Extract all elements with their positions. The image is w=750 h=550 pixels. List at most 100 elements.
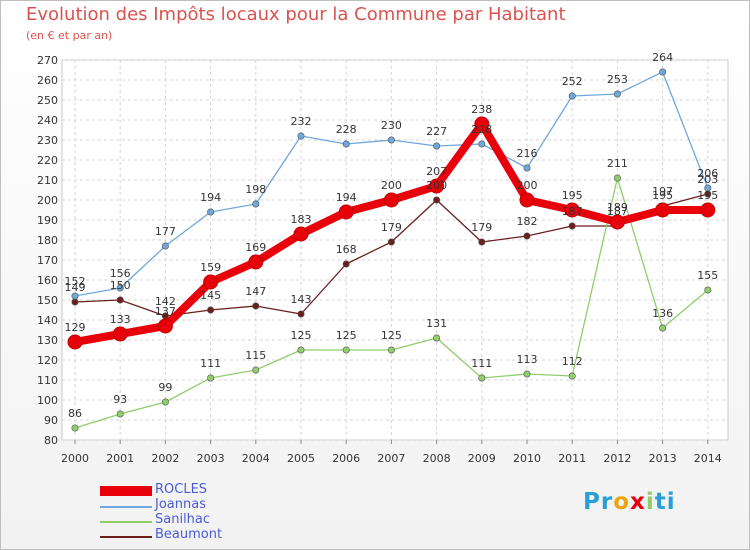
y-tick-label: 210 <box>37 174 58 187</box>
data-point-joannas <box>387 136 395 144</box>
data-label-beaumont: 143 <box>291 293 312 306</box>
data-point-joannas <box>161 242 169 250</box>
data-label-beaumont: 150 <box>110 279 131 292</box>
data-label-rocles: 238 <box>471 103 492 116</box>
legend-label: Sanilhac <box>155 512 211 527</box>
data-label-joannas: 156 <box>110 267 131 280</box>
proxiti-logo: Proxiti <box>583 489 676 515</box>
data-point-sanilhac <box>207 374 215 382</box>
logo-letter: r <box>600 489 614 515</box>
data-point-joannas <box>116 284 124 292</box>
data-point-joannas <box>297 132 305 140</box>
data-label-sanilhac: 112 <box>562 355 583 368</box>
x-tick-label: 2006 <box>332 452 360 465</box>
data-point-sanilhac <box>523 370 531 378</box>
data-point-sanilhac <box>704 286 712 294</box>
x-tick-label: 2004 <box>242 452 270 465</box>
data-label-sanilhac: 131 <box>426 317 447 330</box>
data-point-rocles <box>474 116 490 132</box>
logo-letter: P <box>583 489 601 515</box>
data-label-sanilhac: 136 <box>652 307 673 320</box>
data-point-rocles <box>655 202 671 218</box>
data-label-rocles: 200 <box>381 179 402 192</box>
x-tick-label: 2013 <box>649 452 677 465</box>
chart-subtitle: (en € et par an) <box>26 29 113 42</box>
data-point-beaumont <box>207 306 215 314</box>
y-tick-label: 150 <box>37 294 58 307</box>
y-tick-label: 90 <box>44 414 58 427</box>
x-tick-label: 2001 <box>106 452 134 465</box>
x-tick-label: 2002 <box>151 452 179 465</box>
data-point-sanilhac <box>613 174 621 182</box>
x-tick-label: 2000 <box>61 452 89 465</box>
data-label-beaumont: 142 <box>155 295 176 308</box>
y-tick-label: 270 <box>37 54 58 67</box>
data-label-sanilhac: 125 <box>291 329 312 342</box>
legend-swatch <box>100 506 152 508</box>
data-label-rocles: 195 <box>562 189 583 202</box>
data-label-beaumont: 147 <box>245 285 266 298</box>
data-label-sanilhac: 113 <box>517 353 538 366</box>
y-tick-label: 140 <box>37 314 58 327</box>
data-label-rocles: 195 <box>697 189 718 202</box>
data-label-joannas: 216 <box>517 147 538 160</box>
data-point-sanilhac <box>116 410 124 418</box>
logo-letter: x <box>630 489 646 515</box>
data-label-beaumont: 149 <box>65 281 86 294</box>
x-tick-label: 2009 <box>468 452 496 465</box>
data-point-joannas <box>704 184 712 192</box>
data-label-beaumont: 182 <box>517 215 538 228</box>
data-label-sanilhac: 115 <box>245 349 266 362</box>
data-point-rocles <box>338 204 354 220</box>
legend-swatch <box>100 536 152 538</box>
logo-letter: i <box>666 489 676 515</box>
y-tick-label: 110 <box>37 374 58 387</box>
data-label-beaumont: 187 <box>562 205 583 218</box>
y-tick-label: 250 <box>37 94 58 107</box>
data-label-beaumont: 187 <box>607 205 628 218</box>
y-tick-label: 130 <box>37 334 58 347</box>
logo-letter: i <box>645 489 655 515</box>
y-tick-label: 220 <box>37 154 58 167</box>
data-label-joannas: 227 <box>426 125 447 138</box>
data-point-joannas <box>252 200 260 208</box>
data-label-rocles: 194 <box>336 191 357 204</box>
data-label-sanilhac: 211 <box>607 157 628 170</box>
data-label-beaumont: 145 <box>200 289 221 302</box>
legend-label: ROCLES <box>155 482 208 497</box>
data-label-joannas: 232 <box>291 115 312 128</box>
data-label-sanilhac: 86 <box>68 407 82 420</box>
data-label-sanilhac: 155 <box>697 269 718 282</box>
data-label-beaumont: 179 <box>381 221 402 234</box>
y-tick-label: 200 <box>37 194 58 207</box>
data-label-joannas: 194 <box>200 191 221 204</box>
data-point-beaumont <box>342 260 350 268</box>
data-point-rocles <box>564 202 580 218</box>
data-label-rocles: 169 <box>245 241 266 254</box>
y-tick-label: 230 <box>37 134 58 147</box>
legend-label: Joannas <box>155 497 206 512</box>
data-point-joannas <box>342 140 350 148</box>
data-point-sanilhac <box>659 324 667 332</box>
data-label-joannas: 206 <box>697 167 718 180</box>
legend-swatch <box>100 486 152 496</box>
data-label-sanilhac: 111 <box>200 357 221 370</box>
x-tick-label: 2014 <box>694 452 722 465</box>
data-label-joannas: 177 <box>155 225 176 238</box>
data-label-sanilhac: 111 <box>471 357 492 370</box>
data-label-beaumont: 179 <box>471 221 492 234</box>
data-point-beaumont <box>523 232 531 240</box>
data-label-sanilhac: 93 <box>113 393 127 406</box>
data-point-joannas <box>568 92 576 100</box>
data-label-rocles: 200 <box>517 179 538 192</box>
data-point-sanilhac <box>161 398 169 406</box>
x-tick-label: 2011 <box>558 452 586 465</box>
data-point-rocles <box>203 274 219 290</box>
data-label-beaumont: 168 <box>336 243 357 256</box>
y-tick-label: 80 <box>44 434 58 447</box>
data-label-rocles: 137 <box>155 305 176 318</box>
data-point-sanilhac <box>387 346 395 354</box>
data-point-beaumont <box>116 296 124 304</box>
x-tick-label: 2003 <box>197 452 225 465</box>
